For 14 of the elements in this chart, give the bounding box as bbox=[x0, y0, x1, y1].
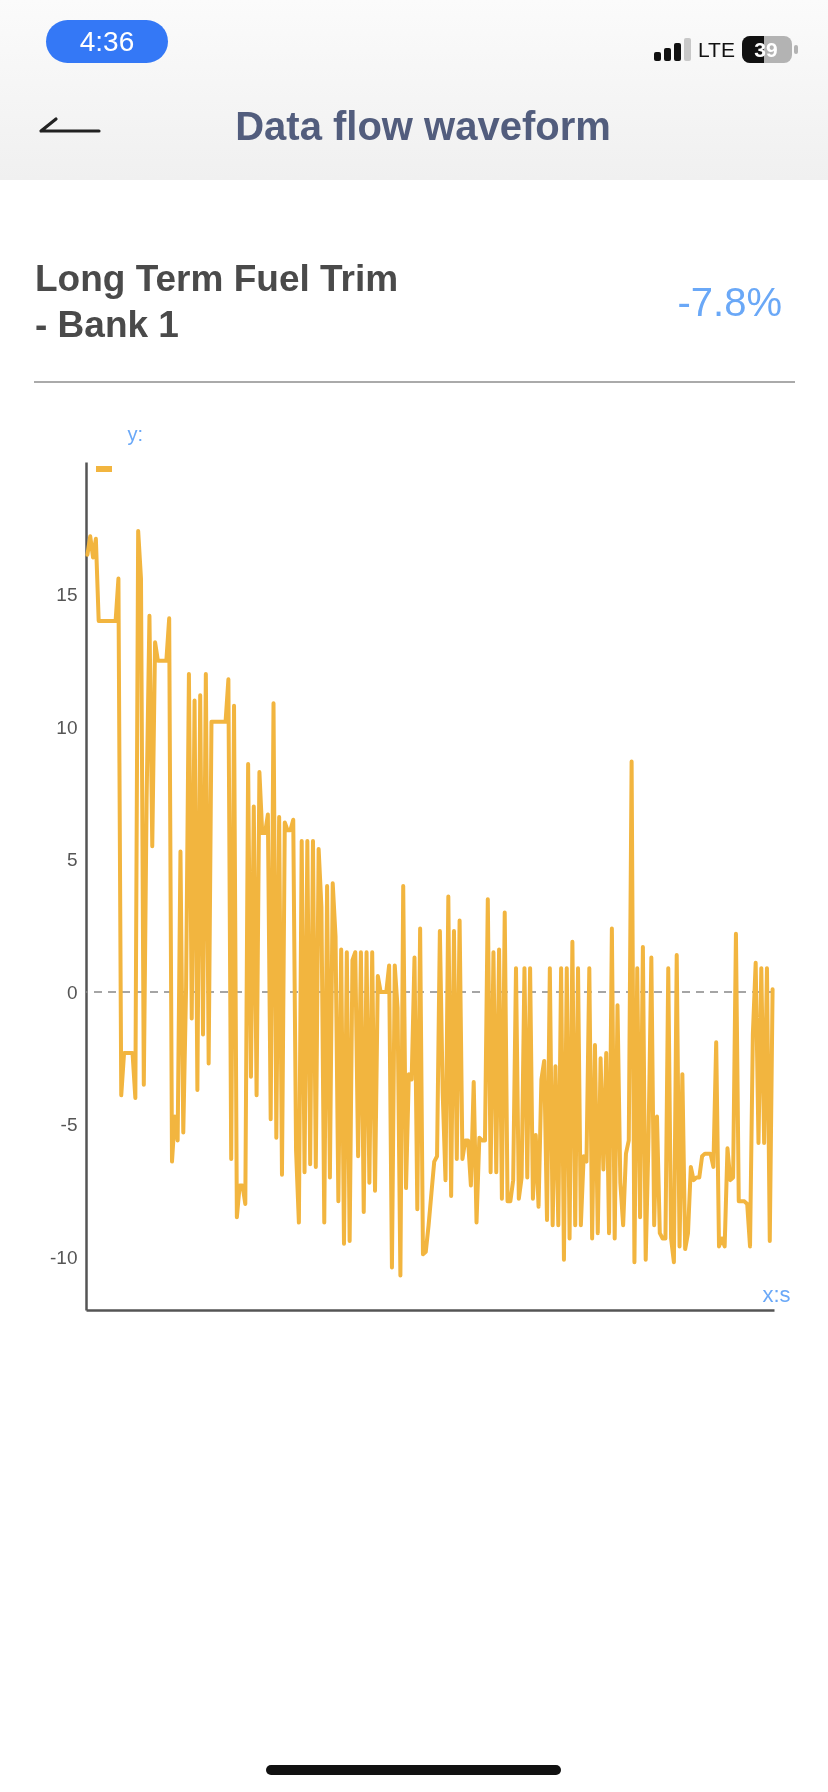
y-tick-label: 0 bbox=[66, 981, 78, 1003]
text: Data flow waveform bbox=[234, 104, 612, 148]
line-series bbox=[85, 528, 775, 1278]
y-tick-label: -10 bbox=[50, 1246, 78, 1268]
y-axis-title: y: bbox=[127, 422, 144, 445]
y-tick-label: 5 bbox=[66, 849, 78, 870]
y-tick-label: -5 bbox=[60, 1114, 78, 1135]
chart-title: Long Term Fuel Trim - Bank 1 bbox=[35, 257, 400, 347]
text: LTE bbox=[698, 37, 735, 62]
x-axis-title: x:s bbox=[762, 1281, 791, 1307]
y-tick-label: 10 bbox=[56, 716, 78, 738]
time-pill: 4:36 bbox=[46, 20, 168, 63]
text: -7.8% bbox=[677, 280, 782, 324]
y-tick-label: 15 bbox=[56, 584, 78, 605]
